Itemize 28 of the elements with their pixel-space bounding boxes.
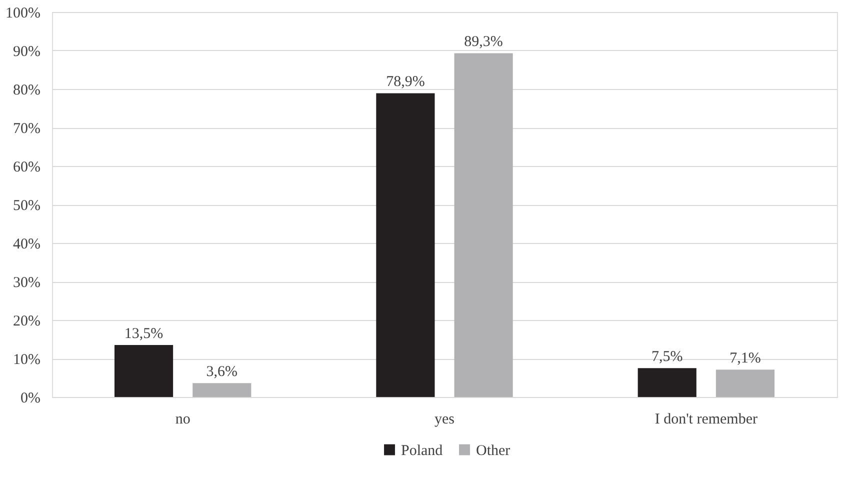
x-tick-label: no [175,412,190,428]
x-tick-label: yes [434,412,455,428]
y-tick-label: 80% [13,82,40,98]
y-tick-label: 70% [13,121,40,137]
y-tick-label: 60% [13,160,40,176]
legend-label: Other [476,442,510,459]
y-tick-label: 20% [13,314,40,330]
y-tick-label: 30% [13,275,40,291]
data-label: 3,6% [206,364,238,380]
data-label: 7,1% [730,350,761,367]
data-label: 78,9% [386,74,425,90]
y-tick-label: 40% [13,236,40,252]
y-tick-label: 100% [6,6,40,22]
data-label: 13,5% [124,326,164,342]
bar [454,53,513,397]
y-tick-label: 0% [20,390,40,406]
data-label: 89,3% [464,34,503,50]
x-tick-label: I don't remember [654,412,758,428]
y-tick-label: 90% [13,44,40,60]
y-tick-label: 10% [13,352,40,368]
y-tick-label: 50% [13,198,40,214]
bar [716,370,775,397]
bar [376,93,435,397]
bar [114,345,174,397]
bar [638,368,696,397]
data-label: 7,5% [651,349,683,366]
legend-label: Poland [401,442,444,459]
bar [192,383,252,397]
